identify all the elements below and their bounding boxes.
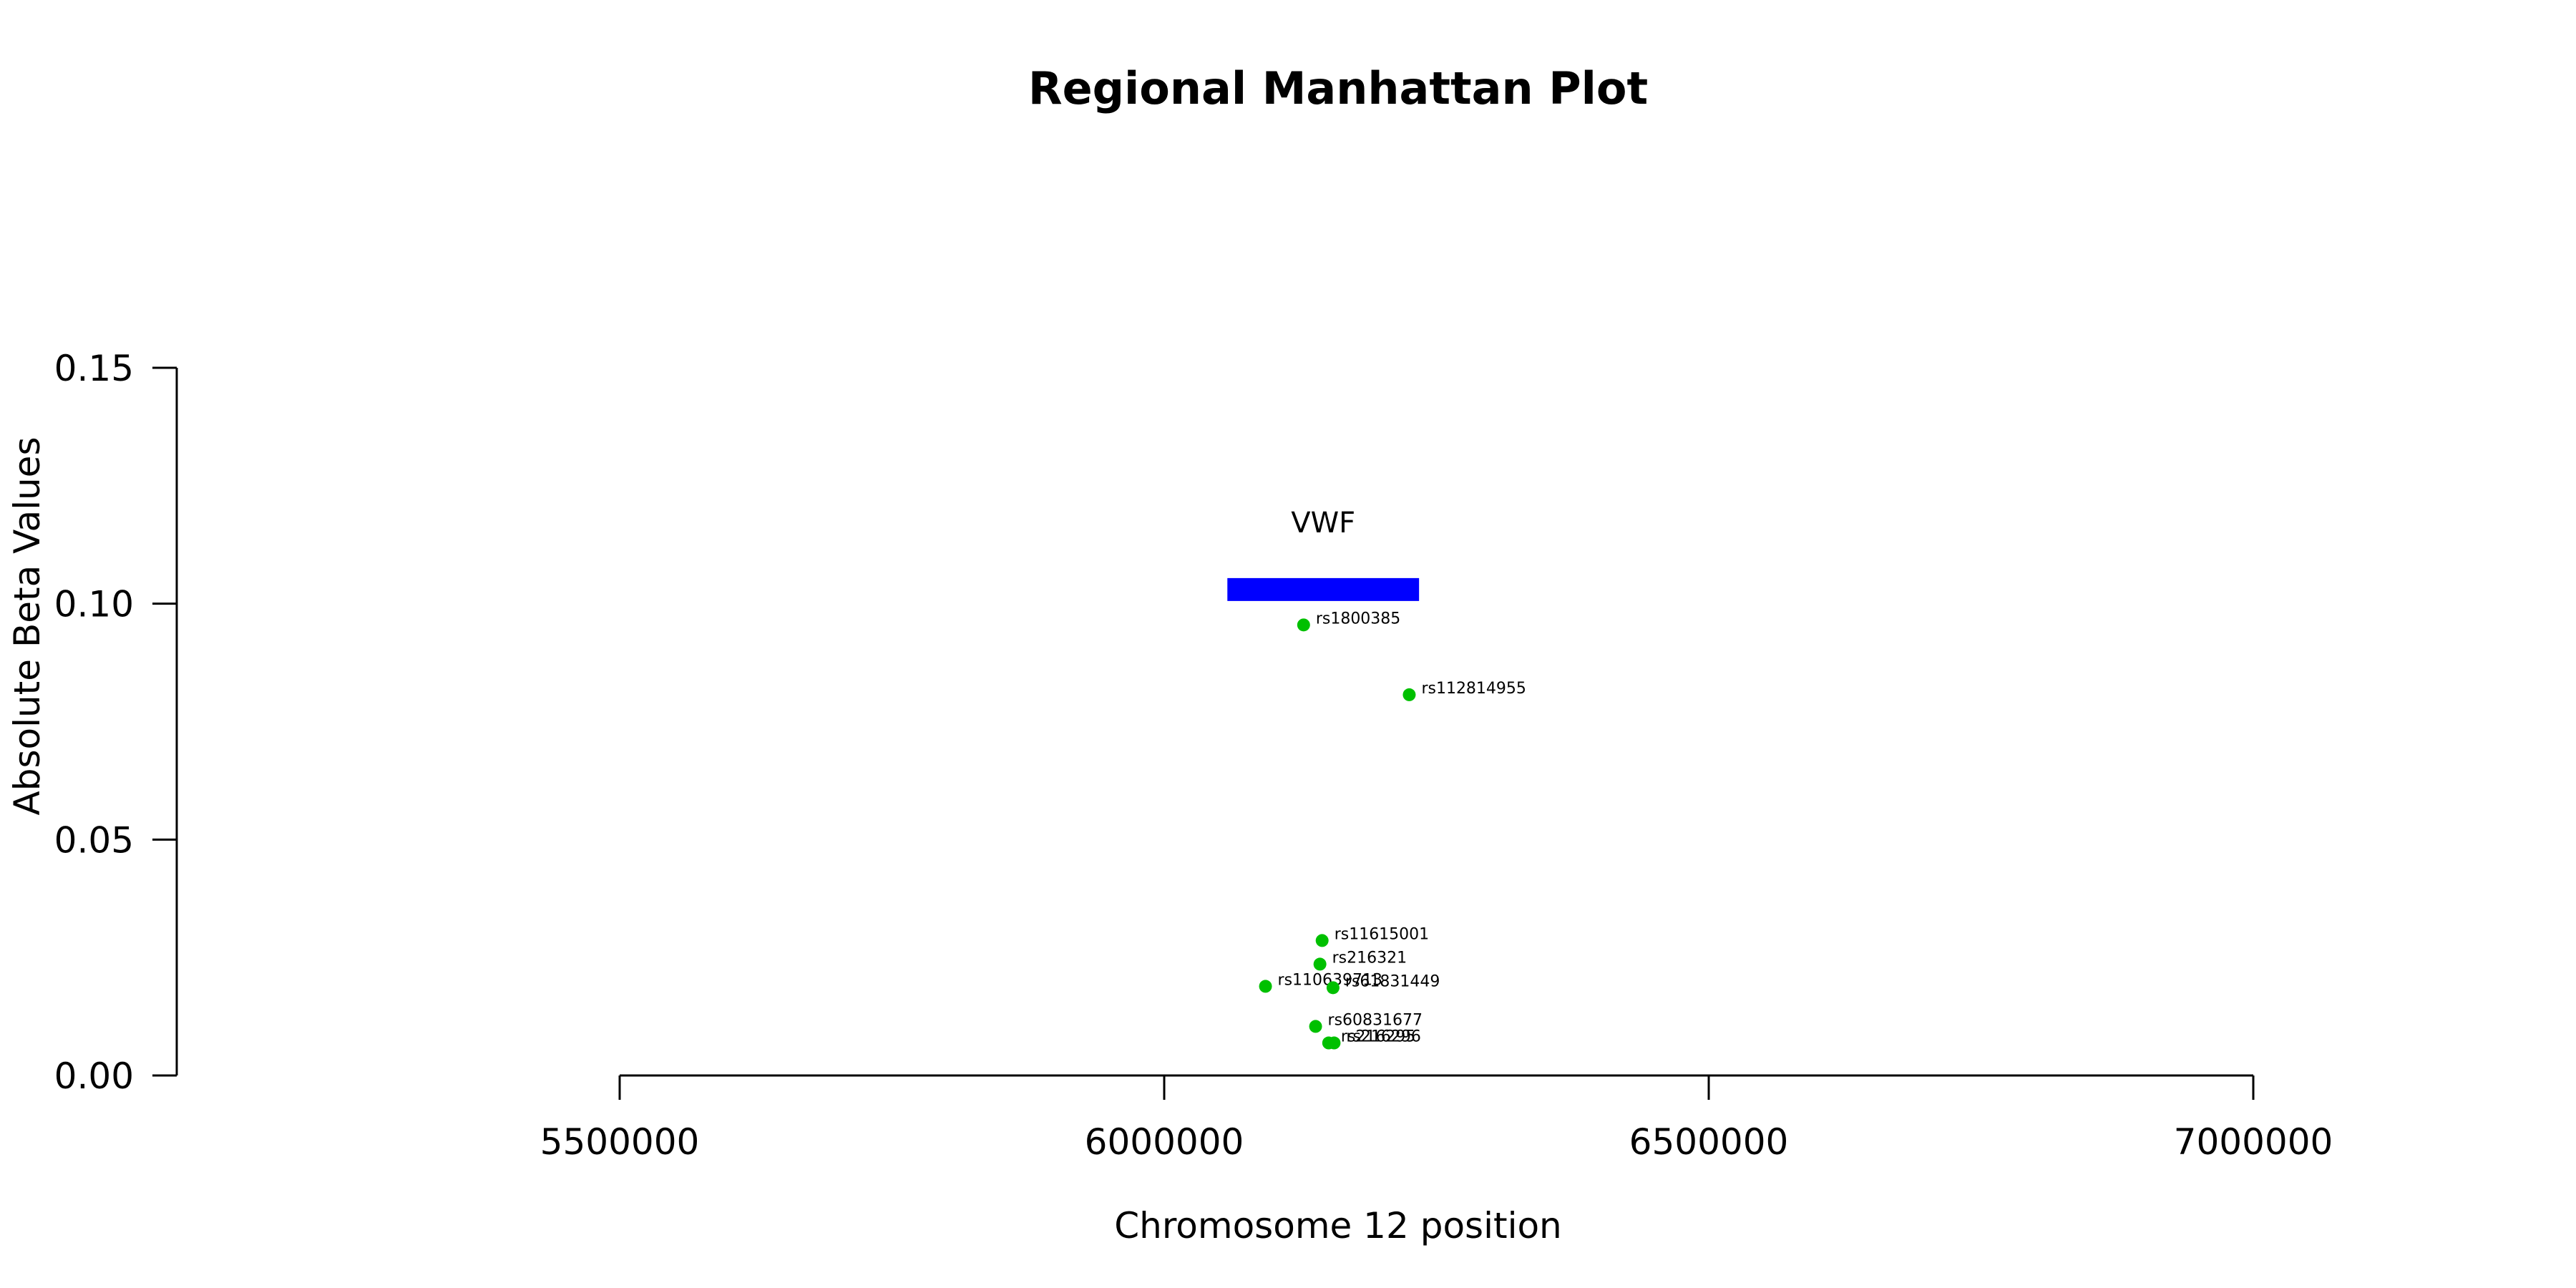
y-axis-label: Absolute Beta Values [6,437,48,816]
gene-bar [1227,577,1420,601]
snp-label: rs11615001 [1335,925,1429,943]
y-tick-label: 0.10 [54,584,134,625]
snp-label: rs60831677 [1328,1011,1423,1029]
x-tick-label: 5500000 [540,1121,700,1163]
snp-points: rs1800385 rs112814955 rs11615001 rs216321 rs… [1259,610,1526,1050]
x-tick-label: 6000000 [1085,1121,1244,1163]
x-axis: 5500000 6000000 6500000 7000000 [540,1074,2333,1163]
gene-track: VWF [1227,507,1420,601]
snp-point [1327,1036,1341,1050]
x-tick-label: 7000000 [2174,1121,2333,1163]
y-tick-label: 0.15 [54,348,134,389]
snp-label: rs1800385 [1316,610,1401,628]
snp-point [1315,934,1329,947]
snp-label: rs61831449 [1345,972,1440,990]
snp-label: rs216295 [1341,1028,1416,1046]
x-axis-label: Chromosome 12 position [1114,1205,1562,1246]
gene-label: VWF [1291,507,1355,540]
snp-label: rs112814955 [1421,680,1526,698]
y-tick-label: 0.05 [54,819,134,861]
snp-point [1326,981,1340,995]
chart-title: Regional Manhattan Plot [1028,62,1648,114]
snp-point [1402,688,1416,701]
snp-point [1297,618,1310,632]
y-axis: 0.00 0.05 0.10 0.15 [54,348,178,1097]
snp-point [1309,1020,1322,1033]
y-tick-label: 0.00 [54,1055,134,1097]
snp-point [1313,957,1327,971]
snp-label: rs216321 [1332,949,1407,967]
x-tick-label: 6500000 [1629,1121,1789,1163]
snp-label: rs216296 [1346,1028,1421,1046]
snp-point [1259,980,1272,993]
